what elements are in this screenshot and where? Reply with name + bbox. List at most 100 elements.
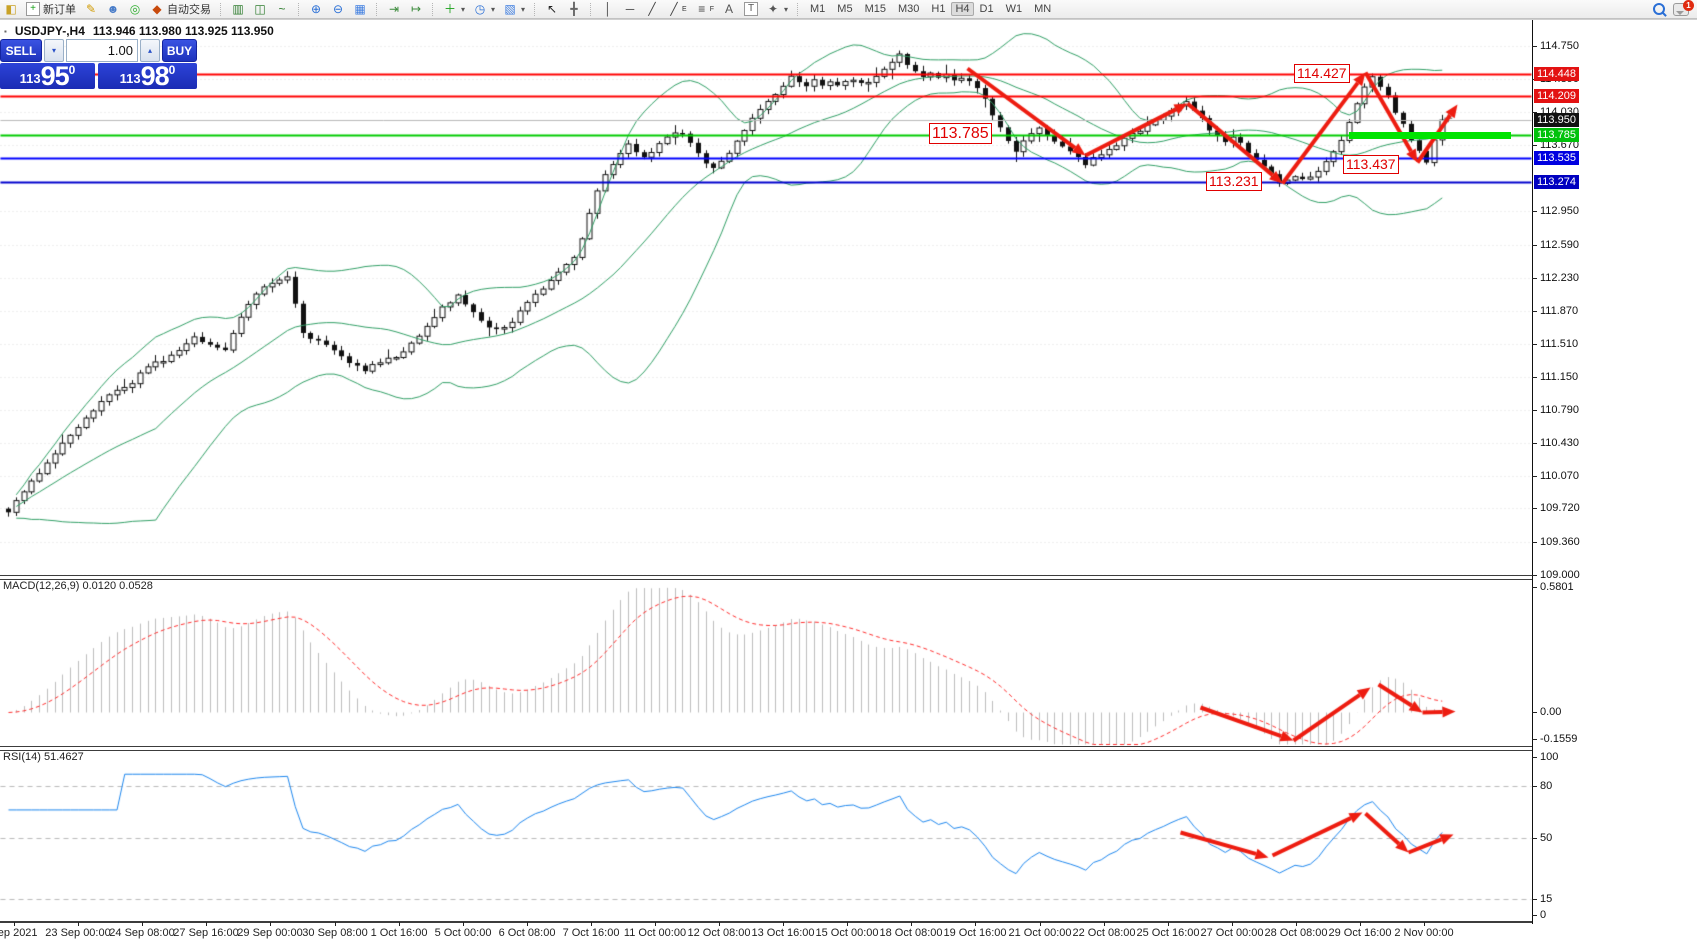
time-axis-label: 29 Oct 16:00 <box>1328 927 1392 939</box>
chat-bubble-icon[interactable]: 1 <box>1673 0 1694 16</box>
green-highlight-bar[interactable] <box>1349 132 1511 139</box>
price-tick-label: 111.510 <box>1540 338 1579 350</box>
draw-arrows-button[interactable]: ✦ ▾ <box>762 2 792 16</box>
price-tick-mark <box>1532 46 1537 47</box>
add-indicator-button[interactable]: ＋ ▾ <box>439 2 469 16</box>
window-button[interactable]: ◧ <box>0 2 22 16</box>
sell-price-box[interactable]: 113 95 0 <box>0 63 95 90</box>
crosshair-button[interactable]: ╋ <box>563 2 585 16</box>
periods-button[interactable]: ◷ ▾ <box>469 2 499 16</box>
time-axis-label: 30 Sep 08:00 <box>302 927 368 939</box>
chart-shift-button[interactable]: ↦ <box>405 2 427 16</box>
timeframe-H4-button[interactable]: H4 <box>951 2 974 16</box>
draw-trendline-icon: ╱ <box>648 2 656 16</box>
swing-annotation-114.427[interactable]: 114.427 <box>1294 64 1350 83</box>
draw-fibo-button[interactable]: ≡ F <box>691 2 718 16</box>
price-tick-label: 109.360 <box>1540 536 1580 548</box>
rsi-separator[interactable] <box>0 746 1532 751</box>
price-tick-mark <box>1532 476 1537 477</box>
draw-text-button[interactable]: A <box>718 2 740 16</box>
periods-dropdown-icon[interactable]: ▾ <box>491 4 496 14</box>
cursor-button[interactable]: ↖ <box>541 2 563 16</box>
time-tick-mark <box>1296 922 1297 926</box>
volume-input[interactable]: 1.00 <box>66 39 138 62</box>
time-tick-mark <box>270 922 271 926</box>
macd-panel-canvas[interactable] <box>0 578 1540 747</box>
auto-scroll-button[interactable]: ⇥ <box>383 2 405 16</box>
new-order-button[interactable]: + 新订单 <box>22 0 80 18</box>
draw-label-button[interactable]: T <box>740 1 762 17</box>
timeframe-M1-button[interactable]: M1 <box>810 3 826 15</box>
macd-tick-label: -0.1559 <box>1540 733 1578 745</box>
draw-label-icon: T <box>744 2 758 16</box>
timeframe-H1-button[interactable]: H1 <box>931 3 946 15</box>
rsi-tick-label: 15 <box>1540 893 1553 905</box>
time-axis-label: 27 Sep 16:00 <box>173 927 239 939</box>
swing-annotation-113.437[interactable]: 113.437 <box>1343 155 1399 174</box>
rsi-tick-mark <box>1532 915 1537 916</box>
macd-tick-mark <box>1532 712 1537 713</box>
chart-line-button[interactable]: ~ <box>271 2 293 16</box>
toolbar-separator <box>534 2 536 16</box>
price-tick-mark <box>1532 311 1537 312</box>
zoom-in-button[interactable]: ⊕ <box>305 2 327 16</box>
time-tick-mark <box>78 922 79 926</box>
symbol-bullet-icon: ▪ <box>4 26 7 36</box>
price-badge-113.535: 113.535 <box>1534 151 1579 165</box>
draw-vline-button[interactable]: │ <box>597 2 619 16</box>
price-tick-mark <box>1532 443 1537 444</box>
price-tick-mark <box>1532 278 1537 279</box>
templates-dropdown-icon[interactable]: ▾ <box>521 4 526 14</box>
volume-up-button[interactable]: ▴ <box>140 39 160 62</box>
signal-button[interactable]: ◎ <box>124 2 146 16</box>
window-icon: ◧ <box>5 2 17 16</box>
main-chart-canvas[interactable] <box>0 20 1540 577</box>
macd-separator[interactable] <box>0 575 1532 580</box>
chart-bars-button[interactable]: ▥ <box>227 2 249 16</box>
timeframe-M5-button[interactable]: M5 <box>837 3 853 15</box>
swing-annotation-113.231[interactable]: 113.231 <box>1206 172 1262 191</box>
toolbar-left: ◧ + 新订单 ✎ ☻ ◎ ◆ 自动交易 ▥ ◫ ~ ⊕ ⊖ ▦ ⇥ ↦ ＋ ▾ ◷ ▾ ▧ ▾ ↖ ╋ │ ─ ╱ ╱ E ≡ F A T ✦ ▾… <box>0 0 1057 18</box>
rsi-indicator-label: RSI(14) 51.4627 <box>3 751 84 763</box>
tile-windows-button[interactable]: ▦ <box>349 2 371 16</box>
chart-candles-icon: ◫ <box>254 2 266 16</box>
draw-channel-button[interactable]: ╱ E <box>663 2 691 16</box>
macd-tick-label: 0.00 <box>1540 706 1562 718</box>
timeframe-W1-button[interactable]: W1 <box>1005 3 1023 15</box>
time-axis-label: 25 Oct 16:00 <box>1136 927 1200 939</box>
templates-icon: ▧ <box>504 2 516 16</box>
price-tick-label: 111.150 <box>1540 371 1579 383</box>
timeframe-D1-button[interactable]: D1 <box>979 3 994 15</box>
draw-arrows-icon: ✦ <box>767 2 779 16</box>
time-axis-label: 29 Sep 00:00 <box>237 927 303 939</box>
draw-trendline-button[interactable]: ╱ <box>641 2 663 16</box>
sell-button[interactable]: SELL <box>0 39 42 62</box>
timeframe-M30-button[interactable]: M30 <box>897 3 920 15</box>
price-tick-label: 112.950 <box>1540 205 1579 217</box>
highlighter-button[interactable]: ✎ <box>80 2 102 16</box>
buy-button[interactable]: BUY <box>162 39 197 62</box>
draw-hline-button[interactable]: ─ <box>619 2 641 16</box>
chart-candles-button[interactable]: ◫ <box>249 2 271 16</box>
price-tick-mark <box>1532 542 1537 543</box>
add-indicator-dropdown-icon[interactable]: ▾ <box>461 4 466 14</box>
buy-price-box[interactable]: 113 98 0 <box>98 63 197 90</box>
rsi-panel-canvas[interactable] <box>0 749 1540 922</box>
draw-hline-icon: ─ <box>625 2 635 16</box>
time-axis-label: 28 Oct 08:00 <box>1264 927 1328 939</box>
time-axis-label: 13 Oct 16:00 <box>751 927 815 939</box>
volume-down-button[interactable]: ▾ <box>44 39 64 62</box>
price-tick-mark <box>1532 344 1537 345</box>
profile-button[interactable]: ☻ <box>102 2 124 16</box>
rsi-tick-label: 100 <box>1540 751 1559 763</box>
templates-button[interactable]: ▧ ▾ <box>499 2 529 16</box>
new-order-icon: + <box>26 2 40 16</box>
time-tick-mark <box>1424 922 1425 926</box>
timeframe-M15-button[interactable]: M15 <box>864 3 886 15</box>
swing-annotation-113.785[interactable]: 113.785 <box>929 123 992 145</box>
zoom-out-button[interactable]: ⊖ <box>327 2 349 16</box>
draw-arrows-dropdown-icon[interactable]: ▾ <box>784 4 789 14</box>
search-icon[interactable] <box>1653 3 1665 15</box>
autotrade-button[interactable]: ◆ 自动交易 <box>146 0 215 18</box>
timeframe-MN-button[interactable]: MN <box>1034 3 1052 15</box>
